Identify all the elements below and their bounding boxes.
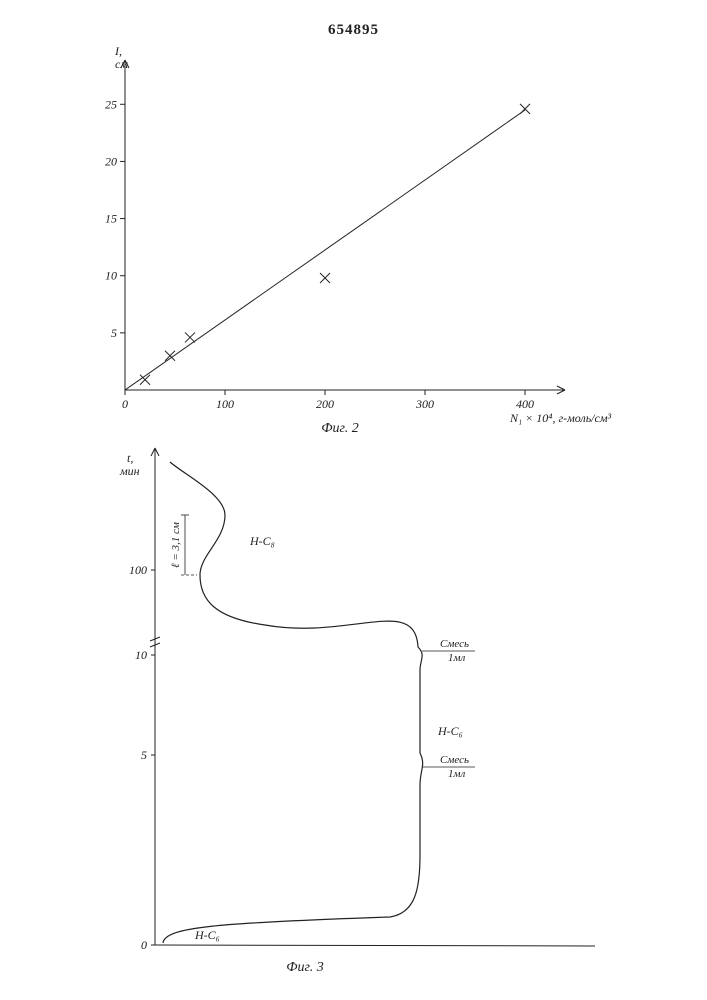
svg-text:ℓ = 3,1 см: ℓ = 3,1 см [170, 522, 182, 568]
fig3-chromatogram: t,мин 0 5 10 100 ℓ = 3,1 см Н-С₈ Н-С₆ Н-С₆ Смесь 1… [0, 0, 707, 1000]
svg-text:Н-С₈: Н-С₈ [249, 534, 275, 548]
svg-text:100: 100 [129, 563, 147, 577]
svg-text:Н-С₆: Н-С₆ [437, 724, 463, 738]
svg-text:1мл: 1мл [448, 652, 466, 664]
svg-text:t,: t, [127, 451, 133, 465]
svg-text:0: 0 [141, 938, 147, 952]
svg-text:5: 5 [141, 748, 147, 762]
svg-text:Смесь: Смесь [440, 754, 469, 766]
svg-text:Фиг. 3: Фиг. 3 [286, 960, 324, 975]
svg-text:Н-С₆: Н-С₆ [194, 928, 220, 942]
svg-text:10: 10 [135, 648, 147, 662]
svg-text:Смесь: Смесь [440, 638, 469, 650]
svg-text:1мл: 1мл [448, 768, 466, 780]
svg-text:мин: мин [119, 464, 140, 478]
